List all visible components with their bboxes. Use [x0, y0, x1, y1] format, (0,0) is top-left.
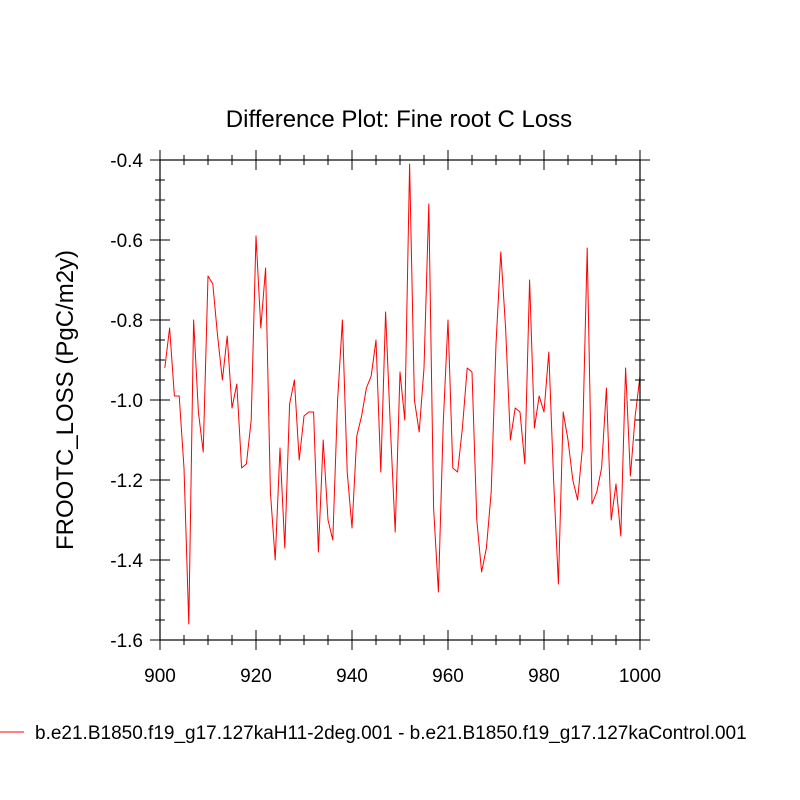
- y-tick-label: -1.0: [110, 391, 143, 412]
- y-tick-label: -1.4: [110, 551, 143, 572]
- legend-label: b.e21.B1850.f19_g17.127kaH11-2deg.001 - …: [35, 723, 747, 744]
- ticks-layer: 900 920 940 960 980 1000 -1.6 -1.4 -1.2 -1.0 -0.8 -…: [110, 150, 661, 687]
- series-line: [164, 163, 641, 625]
- x-tick-label: 960: [432, 666, 464, 687]
- x-tick-label: 1000: [619, 666, 661, 687]
- plot-frame: [159, 159, 641, 641]
- y-tick-label: -1.6: [110, 631, 143, 652]
- x-tick-label: 940: [336, 666, 368, 687]
- x-tick-label: 980: [528, 666, 560, 687]
- legend: b.e21.B1850.f19_g17.127kaH11-2deg.001 - …: [0, 723, 747, 744]
- y-tick-label: -1.2: [110, 471, 143, 492]
- y-tick-label: -0.8: [110, 311, 143, 332]
- y-axis-label: FROOTC_LOSS (PgC/m2y): [52, 250, 79, 550]
- x-tick-label: 900: [144, 666, 176, 687]
- chart-title: Difference Plot: Fine root C Loss: [226, 106, 572, 133]
- y-tick-label: -0.4: [110, 151, 143, 172]
- y-tick-label: -0.6: [110, 231, 143, 252]
- x-tick-label: 920: [240, 666, 272, 687]
- series-layer: [164, 163, 641, 625]
